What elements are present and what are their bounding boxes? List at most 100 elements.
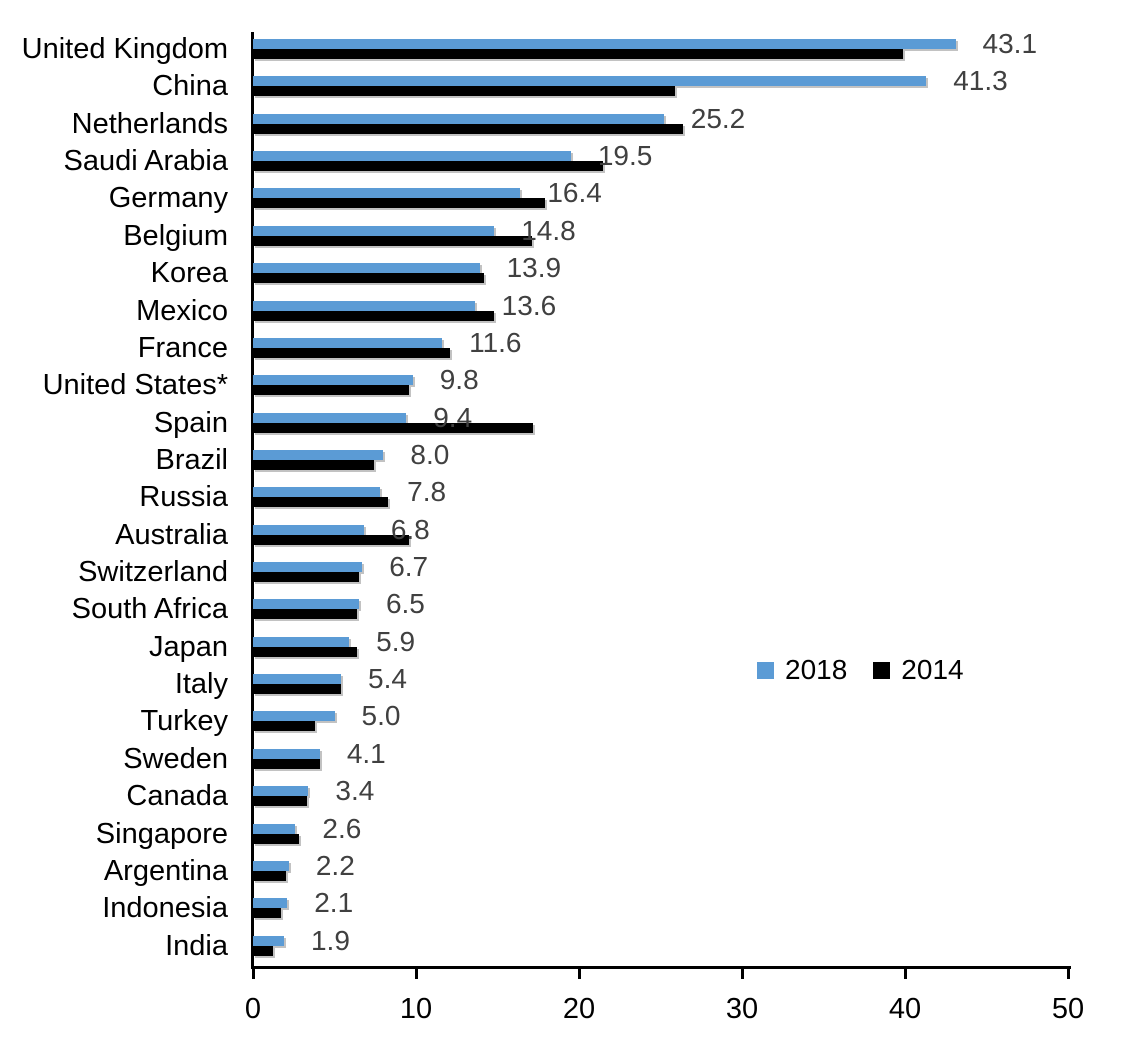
- data-label: 16.4: [547, 177, 602, 209]
- bar-2018-canada: [253, 786, 309, 797]
- category-label: Spain: [153, 406, 228, 439]
- category-label: France: [137, 331, 228, 364]
- data-label: 4.1: [346, 737, 386, 769]
- bar-2018-turkey: [253, 711, 335, 722]
- legend-label-2014: 2014: [901, 654, 964, 685]
- category-label: Germany: [108, 182, 228, 215]
- bar-2018-brazil: [253, 449, 384, 460]
- category-label: Japan: [148, 630, 228, 663]
- data-label: 5.0: [361, 700, 401, 732]
- bar-2018-united-states: [253, 375, 413, 386]
- chart-row: South Africa 6.5: [0, 588, 1123, 629]
- data-label: 7.8: [407, 476, 447, 508]
- bar-2018-singapore: [253, 823, 296, 834]
- category-label: Indonesia: [102, 892, 228, 925]
- chart-row: Germany 16.4: [0, 177, 1123, 218]
- data-label: 2.1: [314, 887, 354, 919]
- category-label: Turkey: [140, 705, 228, 738]
- category-label: Mexico: [136, 294, 228, 327]
- chart-row: Singapore 2.6: [0, 813, 1123, 854]
- bar-2018-korea: [253, 263, 480, 274]
- category-label: Canada: [126, 780, 228, 813]
- chart-row: Netherlands 25.2: [0, 103, 1123, 144]
- chart-row: Italy 5.4: [0, 663, 1123, 704]
- bar-2014-india: [253, 945, 273, 956]
- bar-2014-saudi-arabia: [253, 161, 604, 172]
- data-label: 13.6: [501, 289, 557, 321]
- bar-2014-belgium: [253, 235, 532, 246]
- chart-row: France 11.6: [0, 327, 1123, 368]
- bar-2018-united-kingdom: [253, 39, 956, 49]
- bar-2014-netherlands: [253, 123, 684, 134]
- data-label: 11.6: [469, 326, 522, 358]
- bar-2014-korea: [253, 273, 485, 284]
- x-axis-tick-label: 50: [1051, 993, 1085, 1025]
- x-axis-tick-label: 0: [244, 993, 262, 1025]
- bar-2014-south-africa: [253, 609, 358, 620]
- chart-row: Indonesia 2.1: [0, 887, 1123, 928]
- chart-row: Belgium 14.8: [0, 215, 1123, 256]
- data-label: 2.6: [322, 812, 362, 844]
- bar-2014-canada: [253, 796, 307, 807]
- data-label: 6.7: [389, 551, 429, 583]
- chart-row: Argentina 2.2: [0, 850, 1123, 891]
- category-label: Argentina: [103, 854, 228, 887]
- data-label: 1.9: [310, 924, 350, 956]
- data-label: 43.1: [982, 28, 1038, 59]
- x-axis-tick-mark: [414, 966, 418, 979]
- bar-2014-spain: [253, 422, 534, 433]
- data-label: 5.9: [376, 625, 416, 657]
- bar-2018-japan: [253, 636, 350, 647]
- legend-swatch-2014-icon: [873, 661, 891, 679]
- chart-row: Brazil 8.0: [0, 439, 1123, 480]
- bar-2014-singapore: [253, 833, 299, 844]
- category-label: Australia: [115, 518, 228, 551]
- data-label: 14.8: [521, 214, 576, 246]
- bar-2018-germany: [253, 188, 521, 199]
- bar-2014-sweden: [253, 758, 320, 769]
- x-axis-tick-mark: [903, 966, 907, 979]
- x-axis-tick-mark: [577, 966, 581, 979]
- bar-2014-united-states: [253, 385, 410, 396]
- bar-2014-indonesia: [253, 908, 281, 919]
- bar-2014-australia: [253, 534, 410, 545]
- chart-row: Korea 13.9: [0, 252, 1123, 293]
- legend-entry-2018: 2018: [757, 656, 847, 684]
- bar-2014-germany: [253, 198, 545, 209]
- y-axis-line: [251, 32, 254, 966]
- data-label: 13.9: [506, 252, 562, 284]
- bar-2014-japan: [253, 646, 358, 657]
- chart-row: India 1.9: [0, 925, 1123, 966]
- chart-row: Sweden 4.1: [0, 738, 1123, 779]
- chart-row: Russia 7.8: [0, 476, 1123, 517]
- bar-2018-italy: [253, 674, 342, 685]
- category-label: Singapore: [95, 817, 228, 850]
- chart-row: United Kingdom 43.1: [0, 28, 1123, 69]
- bar-2018-argentina: [253, 860, 289, 871]
- bar-2018-belgium: [253, 225, 495, 236]
- chart-row: Australia 6.8: [0, 514, 1123, 555]
- data-label: 25.2: [690, 102, 746, 134]
- category-label: Belgium: [123, 219, 228, 252]
- bar-2014-argentina: [253, 870, 286, 881]
- data-label: 2.2: [315, 849, 355, 881]
- data-label: 6.8: [390, 513, 430, 545]
- bar-2018-sweden: [253, 748, 320, 759]
- category-label: China: [152, 70, 228, 103]
- chart-row: Turkey 5.0: [0, 700, 1123, 741]
- legend-swatch-2018-icon: [757, 661, 774, 679]
- data-label: 3.4: [335, 775, 375, 807]
- bar-2014-united-kingdom: [253, 49, 904, 59]
- bar-2014-china: [253, 86, 676, 97]
- x-axis-tick-label: 40: [888, 993, 922, 1025]
- category-label: Italy: [174, 668, 228, 701]
- bar-2018-australia: [253, 524, 364, 535]
- category-label: Netherlands: [71, 107, 228, 140]
- bar-2014-france: [253, 347, 451, 358]
- data-label: 9.8: [439, 364, 479, 396]
- x-axis-tick-label: 10: [399, 993, 433, 1025]
- bar-2018-saudi-arabia: [253, 151, 571, 162]
- bar-2018-indonesia: [253, 898, 288, 909]
- category-label: Brazil: [155, 443, 228, 476]
- x-axis-tick-mark: [740, 966, 744, 979]
